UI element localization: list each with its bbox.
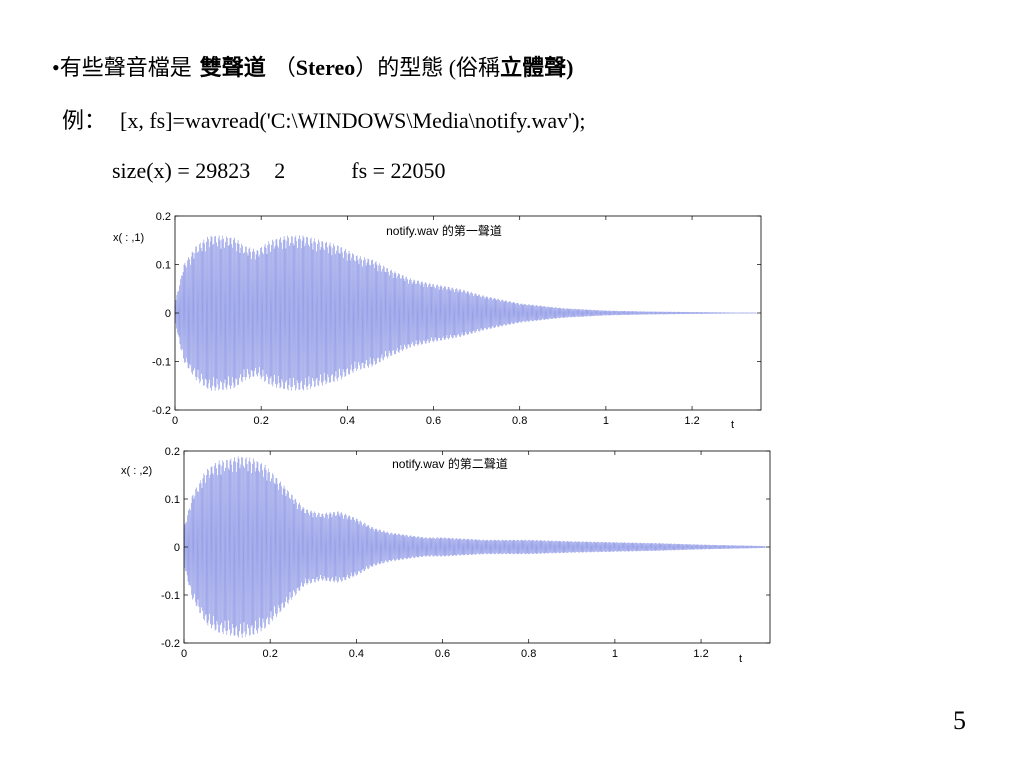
example-line: 例： [x, fs]=wavread('C:\WINDOWS\Media\noti… — [62, 108, 586, 134]
size-line: size(x) = 29823 2 fs = 22050 — [112, 158, 446, 184]
waveform-series-channel-1 — [174, 235, 757, 391]
x-tick-label: 0 — [172, 415, 178, 427]
y-tick-label: 0.1 — [156, 260, 171, 272]
x-tick-label: 0.8 — [521, 648, 536, 660]
chart-title-channel-2: notify.wav 的第二聲道 — [392, 456, 508, 471]
x-tick-label: 0.2 — [254, 415, 269, 427]
x-tick-label: 0 — [181, 648, 187, 660]
x-tick-label: 1 — [612, 648, 618, 660]
fs-expr: fs = 22050 — [351, 158, 446, 183]
x-tick-label: 1.2 — [684, 415, 699, 427]
example-code: [x, fs]=wavread('C:\WINDOWS\Media\notify… — [120, 108, 586, 133]
x-tick-label: 0.4 — [340, 415, 355, 427]
y-tick-label: 0.1 — [165, 494, 180, 506]
x-tick-label: 0.6 — [435, 648, 450, 660]
x-tick-label: 1 — [603, 415, 609, 427]
tick-marks-channel-1 — [174, 215, 761, 411]
size-expr: size(x) = 29823 — [112, 158, 251, 183]
text-prefix: 有些聲音檔是 — [59, 55, 192, 80]
x-tick-label: 1.2 — [693, 648, 708, 660]
y-tick-label: 0.2 — [165, 446, 180, 458]
x-tick-label: 0.8 — [512, 415, 527, 427]
term-dual-channel: 雙聲道 — [199, 55, 266, 80]
y-tick-label: 0 — [165, 308, 171, 320]
bullet-line-stereo: •有些聲音檔是 雙聲道 （Stereo）的型態 (俗稱立體聲) — [52, 55, 573, 81]
x-tick-label: 0.6 — [426, 415, 441, 427]
x-axis-label-channel-2: t — [739, 653, 742, 665]
waveform-trace — [183, 456, 766, 638]
term-stereo: Stereo — [295, 55, 356, 80]
size-cols: 2 — [274, 158, 286, 183]
text-mid: 的型態 (俗稱 — [377, 55, 501, 80]
x-tick-label: 0.4 — [349, 648, 364, 660]
y-tick-label: 0 — [174, 542, 180, 554]
y-tick-label: -0.1 — [152, 357, 171, 369]
y-tick-label: -0.2 — [152, 405, 171, 417]
text-close: ) — [566, 55, 574, 80]
term-stereo-alias: 立體聲 — [500, 55, 567, 80]
paren-close: ） — [355, 55, 378, 80]
chart-channel-2: notify.wav 的第二聲道 x( : ,2) t 0 0.2 0.4 0.6 0.… — [121, 446, 771, 665]
page-number: 5 — [953, 706, 966, 735]
chart-channel-1: notify.wav 的第一聲道 x( : ,1) t 0 0.2 0.4 0.6 0.… — [113, 211, 762, 431]
y-tick-label: -0.1 — [161, 590, 180, 602]
y-tick-label: -0.2 — [161, 638, 180, 650]
tick-marks-channel-2 — [183, 450, 770, 644]
y-axis-label-channel-2: x( : ,2) — [121, 465, 152, 477]
x-axis-label-channel-1: t — [731, 419, 734, 431]
chart-title-channel-1: notify.wav 的第一聲道 — [386, 223, 502, 238]
y-axis-label-channel-1: x( : ,1) — [113, 232, 144, 244]
paren-open: （ — [273, 55, 296, 80]
bullet: • — [52, 55, 60, 80]
x-tick-label: 0.2 — [263, 648, 278, 660]
waveform-trace — [174, 235, 757, 391]
waveform-series-channel-2 — [183, 456, 766, 638]
example-label: 例： — [62, 108, 107, 133]
y-tick-label: 0.2 — [156, 211, 171, 223]
